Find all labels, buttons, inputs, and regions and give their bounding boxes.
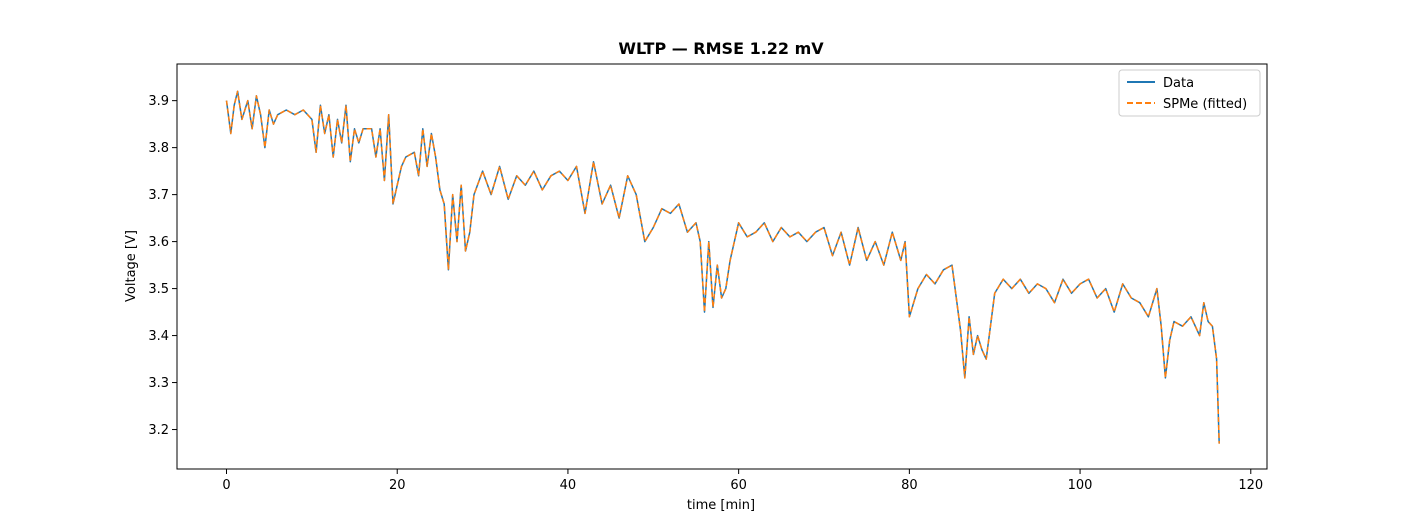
y-tick-label: 3.3: [148, 376, 169, 391]
chart-title: WLTP — RMSE 1.22 mV: [618, 39, 824, 58]
y-axis-label: Voltage [V]: [124, 230, 139, 302]
y-tick-label: 3.2: [148, 423, 169, 438]
legend-label-spme: SPMe (fitted): [1163, 97, 1247, 112]
x-tick-label: 20: [389, 478, 406, 493]
x-tick-label: 60: [730, 478, 747, 493]
y-tick-label: 3.9: [148, 94, 169, 109]
y-tick-label: 3.8: [148, 141, 169, 156]
x-tick-label: 80: [901, 478, 918, 493]
y-tick-label: 3.6: [148, 235, 169, 250]
x-tick-label: 0: [222, 478, 230, 493]
series-line-spme-fitted: [225, 90, 1220, 444]
legend: Data SPMe (fitted): [1118, 69, 1261, 117]
x-axis: 0 20 40 60 80 100 120: [222, 469, 1263, 493]
plot-background: [177, 64, 1267, 469]
y-tick-label: 3.5: [148, 282, 169, 297]
y-tick-label: 3.7: [148, 188, 169, 203]
plot-frame: [176, 63, 1268, 470]
legend-label-data: Data: [1163, 76, 1194, 91]
y-axis: 3.2 3.3 3.4 3.5 3.6 3.7 3.8 3.9: [148, 94, 177, 438]
y-tick-label: 3.4: [148, 329, 169, 344]
x-axis-label: time [min]: [687, 498, 755, 513]
plot-area: [176, 63, 1268, 470]
x-tick-label: 100: [1068, 478, 1093, 493]
x-tick-label: 120: [1238, 478, 1263, 493]
x-tick-label: 40: [560, 478, 577, 493]
series-layer: [225, 90, 1220, 444]
